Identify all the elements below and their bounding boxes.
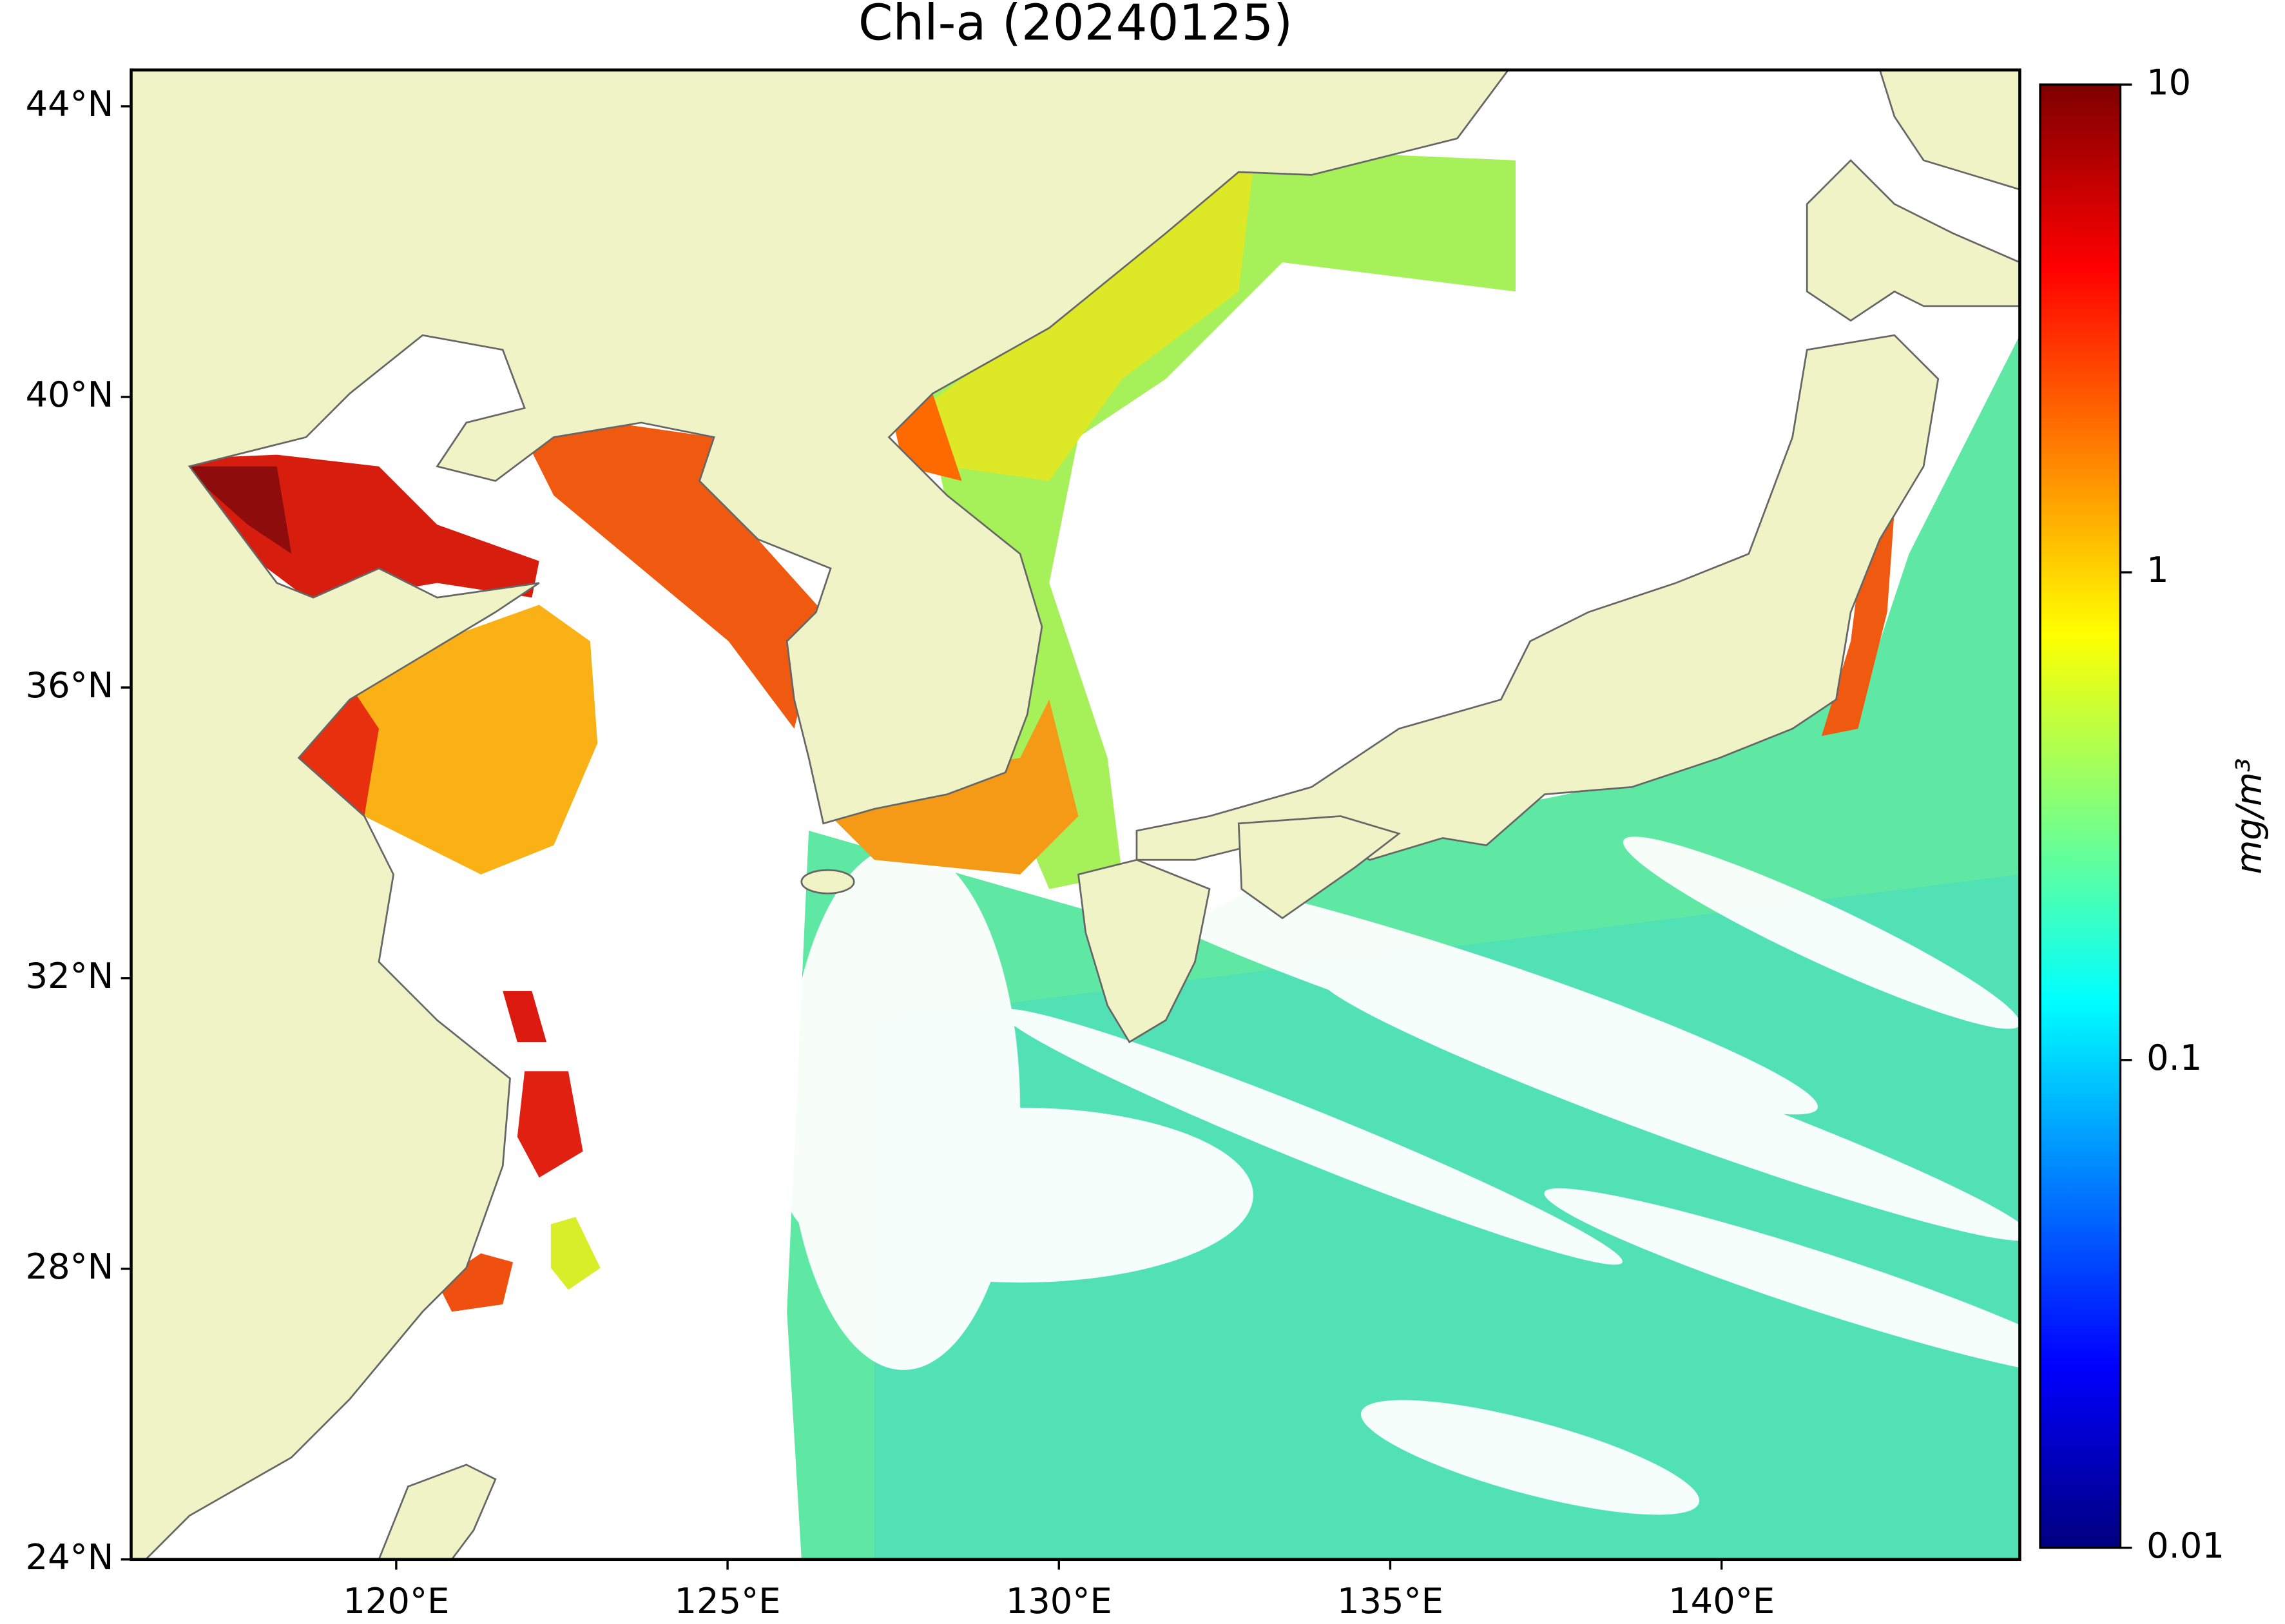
colorbar — [2039, 83, 2122, 1549]
colorbar-tick-label: 0.01 — [2146, 1525, 2224, 1566]
colorbar-tick-label: 1 — [2146, 550, 2169, 590]
x-tick-label: 125°E — [675, 1581, 781, 1621]
x-tick-label: 120°E — [343, 1581, 449, 1621]
y-tick-label: 40°N — [26, 374, 114, 415]
colorbar-tick-label: 10 — [2146, 62, 2191, 102]
x-tick-label: 130°E — [1006, 1581, 1112, 1621]
x-tick-label: 140°E — [1668, 1581, 1775, 1621]
y-tick-label: 36°N — [26, 665, 114, 706]
map-area — [131, 70, 2020, 1560]
chart-title: Chl-a (20240125) — [858, 0, 1293, 52]
colorbar-tick-label: 0.1 — [2146, 1038, 2202, 1078]
y-tick-label: 28°N — [26, 1246, 114, 1287]
x-tick-label: 135°E — [1337, 1581, 1443, 1621]
colorbar-label: mg/m³ — [2229, 758, 2270, 874]
land — [131, 70, 2020, 1560]
y-tick-label: 24°N — [26, 1537, 114, 1578]
map-frame — [130, 68, 2021, 1561]
y-tick-label: 32°N — [26, 956, 114, 996]
chlorophyll-field — [175, 138, 2020, 1560]
y-tick-label: 44°N — [26, 84, 114, 124]
